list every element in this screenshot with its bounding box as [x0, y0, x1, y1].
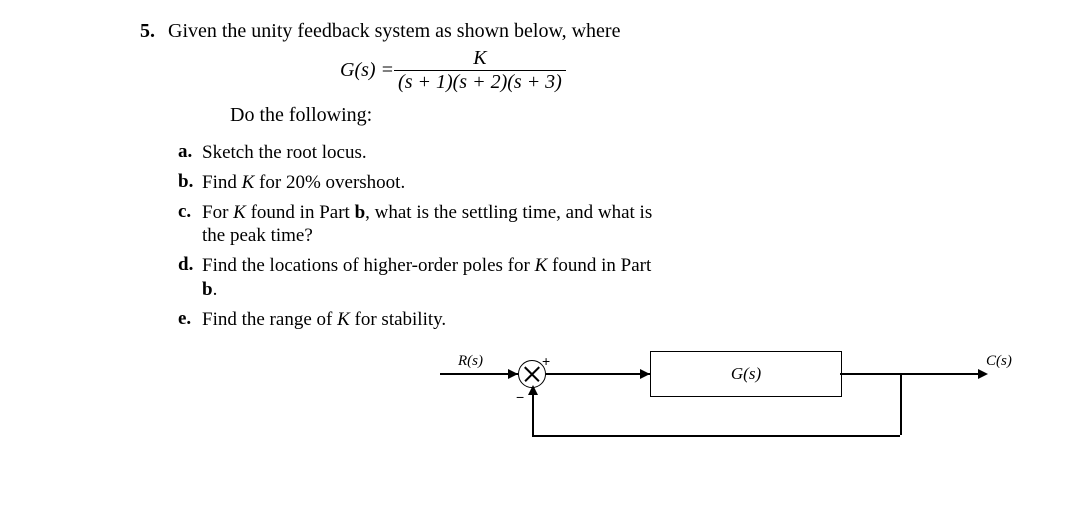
arrow-icon: [528, 385, 538, 395]
forward-line-2: [840, 373, 980, 375]
item-text-c: For K found in Part b, what is the settl…: [202, 201, 662, 249]
problem-number: 5.: [140, 20, 168, 43]
item-label-a: a.: [178, 141, 202, 165]
input-line: [440, 373, 518, 375]
output-signal-label: C(s): [986, 353, 1012, 370]
item-text-d: Find the locations of higher-order poles…: [202, 254, 662, 302]
problem-statement: 5.Given the unity feedback system as sho…: [140, 20, 940, 43]
item-label-e: e.: [178, 308, 202, 332]
formula-lhs: G(s) =: [340, 59, 394, 82]
plant-block: G(s): [650, 351, 842, 397]
plus-sign: +: [542, 353, 550, 369]
item-label-b: b.: [178, 171, 202, 195]
feedback-down: [900, 373, 902, 435]
block-diagram: R(s)+−G(s)C(s): [440, 349, 980, 449]
item-text-a: Sketch the root locus.: [202, 141, 367, 165]
arrow-icon: [978, 369, 988, 379]
do-the-following: Do the following:: [230, 104, 940, 127]
formula-fraction: K (s + 1)(s + 2)(s + 3): [394, 47, 566, 94]
minus-sign: −: [516, 389, 524, 405]
list-item: e. Find the range of K for stability.: [178, 308, 940, 332]
transfer-function-formula: G(s) = K (s + 1)(s + 2)(s + 3): [340, 47, 940, 94]
item-text-b: Find K for 20% overshoot.: [202, 171, 405, 195]
item-label-c: c.: [178, 201, 202, 249]
list-item: a. Sketch the root locus.: [178, 141, 940, 165]
list-item: d. Find the locations of higher-order po…: [178, 254, 940, 302]
formula-numerator: K: [394, 47, 566, 71]
list-item: b. Find K for 20% overshoot.: [178, 171, 940, 195]
item-label-d: d.: [178, 254, 202, 302]
list-item: c. For K found in Part b, what is the se…: [178, 201, 940, 249]
item-text-e: Find the range of K for stability.: [202, 308, 446, 332]
forward-line-1: [546, 373, 650, 375]
problem-intro: Given the unity feedback system as shown…: [168, 20, 620, 42]
input-signal-label: R(s): [458, 353, 483, 370]
arrow-icon: [640, 369, 650, 379]
arrow-icon: [508, 369, 518, 379]
formula-denominator: (s + 1)(s + 2)(s + 3): [394, 71, 566, 94]
feedback-line: [532, 435, 900, 437]
question-items: a. Sketch the root locus. b. Find K for …: [178, 141, 940, 331]
